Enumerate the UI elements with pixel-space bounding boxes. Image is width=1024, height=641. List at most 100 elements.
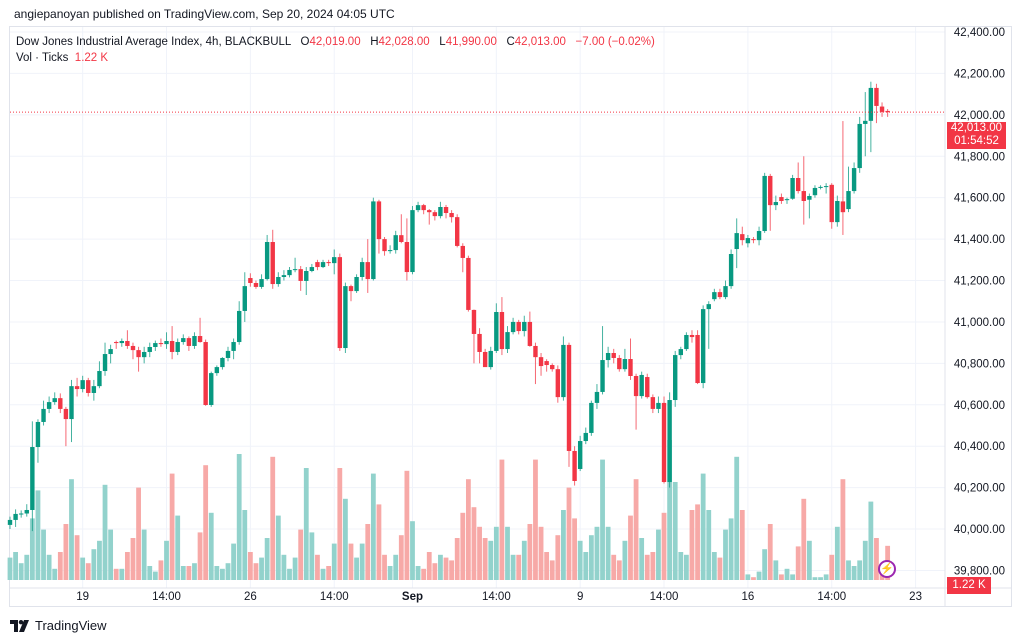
- candle-body[interactable]: [30, 447, 35, 510]
- candle-body[interactable]: [661, 402, 667, 483]
- candle-body[interactable]: [404, 241, 410, 273]
- candle-body[interactable]: [628, 359, 633, 376]
- candle-body[interactable]: [756, 231, 762, 241]
- candle-body[interactable]: [382, 239, 387, 252]
- candle-body[interactable]: [550, 365, 555, 370]
- candle-body[interactable]: [309, 267, 315, 271]
- candle-body[interactable]: [566, 344, 572, 451]
- candle-body[interactable]: [326, 262, 331, 264]
- candle-body[interactable]: [270, 241, 275, 285]
- candle-body[interactable]: [214, 367, 220, 374]
- candle-body[interactable]: [153, 343, 158, 347]
- candle-body[interactable]: [561, 344, 566, 398]
- candle-body[interactable]: [477, 333, 482, 352]
- candle-body[interactable]: [874, 87, 879, 106]
- candle-body[interactable]: [58, 398, 63, 409]
- candle-body[interactable]: [494, 311, 499, 351]
- candle-body[interactable]: [818, 186, 823, 188]
- candle-body[interactable]: [449, 213, 454, 218]
- candle-body[interactable]: [52, 398, 57, 403]
- candle-body[interactable]: [354, 276, 359, 292]
- candle-body[interactable]: [432, 212, 438, 217]
- candle-body[interactable]: [656, 402, 661, 409]
- candle-body[interactable]: [18, 513, 24, 515]
- candle-body[interactable]: [365, 262, 370, 280]
- candle-body[interactable]: [740, 234, 745, 241]
- candle-body[interactable]: [259, 279, 264, 287]
- candle-body[interactable]: [673, 355, 678, 401]
- candle-body[interactable]: [885, 110, 890, 113]
- candle-body[interactable]: [164, 340, 169, 345]
- candle-body[interactable]: [186, 338, 192, 346]
- candle-body[interactable]: [583, 432, 588, 442]
- candle-body[interactable]: [410, 210, 415, 273]
- candle-body[interactable]: [376, 201, 382, 240]
- candle-body[interactable]: [717, 292, 723, 298]
- candle-body[interactable]: [795, 178, 801, 192]
- candle-body[interactable]: [231, 342, 236, 351]
- candle-body[interactable]: [745, 238, 751, 244]
- candle-body[interactable]: [337, 257, 343, 349]
- candle-body[interactable]: [136, 350, 141, 358]
- candle-body[interactable]: [80, 380, 85, 390]
- candle-body[interactable]: [600, 360, 605, 392]
- candle-body[interactable]: [639, 374, 644, 397]
- lightning-icon[interactable]: ⚡: [878, 560, 896, 578]
- candle-body[interactable]: [650, 397, 656, 409]
- candle-body[interactable]: [779, 197, 784, 201]
- candle-body[interactable]: [751, 239, 756, 241]
- candle-body[interactable]: [482, 351, 488, 368]
- candle-body[interactable]: [41, 408, 46, 422]
- candle-body[interactable]: [667, 400, 672, 483]
- candle-body[interactable]: [605, 353, 611, 361]
- candle-body[interactable]: [835, 200, 840, 223]
- candle-body[interactable]: [499, 311, 505, 350]
- candle-body[interactable]: [253, 283, 259, 287]
- candle-body[interactable]: [857, 123, 862, 169]
- candle-body[interactable]: [220, 357, 225, 368]
- candle-body[interactable]: [868, 87, 874, 121]
- candle-body[interactable]: [264, 241, 270, 280]
- candle-body[interactable]: [712, 292, 717, 300]
- candle-body[interactable]: [768, 175, 773, 206]
- candle-body[interactable]: [807, 196, 812, 200]
- candle-body[interactable]: [695, 334, 700, 384]
- candle-body[interactable]: [203, 342, 208, 405]
- candle-body[interactable]: [371, 201, 376, 280]
- candle-body[interactable]: [24, 509, 29, 514]
- candle-body[interactable]: [823, 186, 829, 188]
- candle-body[interactable]: [97, 371, 102, 387]
- candle-body[interactable]: [723, 286, 728, 298]
- candle-body[interactable]: [846, 191, 851, 210]
- candle-body[interactable]: [594, 391, 600, 403]
- candle-body[interactable]: [812, 187, 818, 196]
- candle-body[interactable]: [147, 346, 152, 352]
- candle-body[interactable]: [175, 342, 180, 352]
- candle-body[interactable]: [689, 334, 695, 338]
- candle-body[interactable]: [242, 286, 247, 311]
- candle-body[interactable]: [863, 120, 868, 124]
- candle-body[interactable]: [287, 269, 292, 276]
- candle-body[interactable]: [533, 345, 538, 358]
- candle-body[interactable]: [678, 349, 683, 356]
- candle-body[interactable]: [69, 386, 74, 420]
- candle-body[interactable]: [488, 350, 493, 368]
- candle-body[interactable]: [304, 270, 309, 281]
- candle-body[interactable]: [633, 375, 639, 397]
- candle-body[interactable]: [762, 175, 767, 232]
- candle-body[interactable]: [225, 350, 231, 358]
- candle-body[interactable]: [125, 340, 130, 346]
- candle-body[interactable]: [851, 168, 857, 192]
- candle-body[interactable]: [617, 357, 622, 370]
- candle-body[interactable]: [790, 178, 795, 199]
- candle-body[interactable]: [209, 373, 214, 405]
- candle-body[interactable]: [298, 269, 303, 281]
- candle-body[interactable]: [773, 202, 779, 206]
- candle-body[interactable]: [158, 343, 164, 345]
- candle-body[interactable]: [320, 262, 326, 268]
- candle-body[interactable]: [114, 342, 119, 344]
- symbol-title[interactable]: Dow Jones Industrial Average Index, 4h, …: [16, 36, 291, 48]
- candle-body[interactable]: [197, 336, 203, 343]
- candle-body[interactable]: [734, 233, 739, 250]
